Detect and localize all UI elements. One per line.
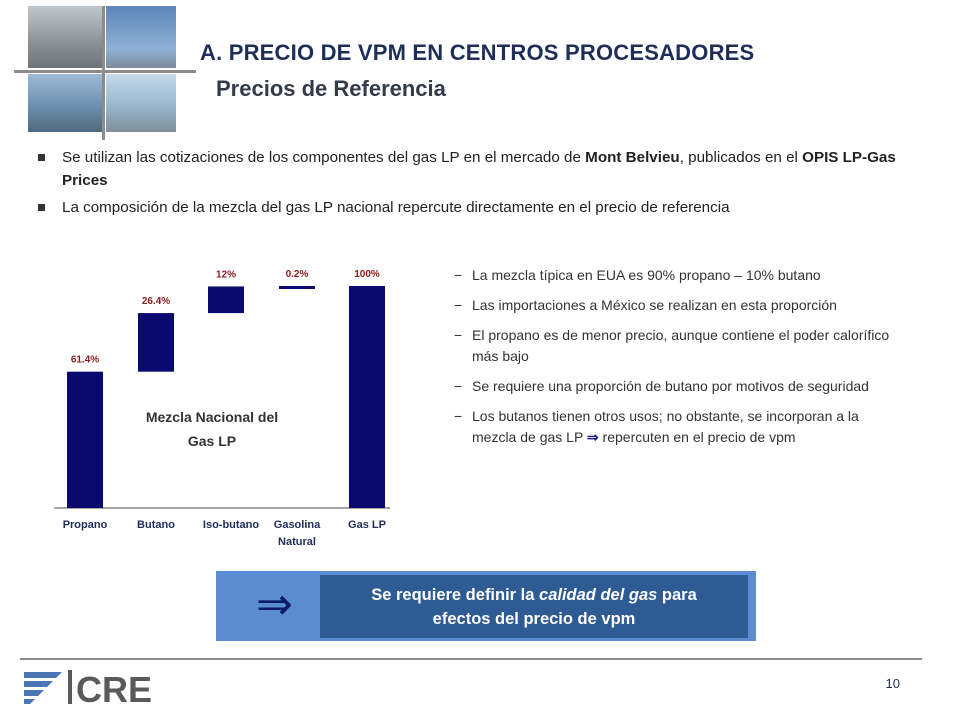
chart-value-label: 26.4% [142,296,170,307]
chart-value-label: 61.4% [71,355,99,366]
implies-arrow-icon: ⇒ [586,429,599,445]
chart-bar-iso-butano [208,286,244,314]
chart-bar-gasolina-natural [279,286,315,289]
bullet-square-icon [38,154,45,161]
bullet-item: La composición de la mezcla del gas LP n… [36,196,936,219]
chart-category-label: Natural [278,536,316,548]
divider-vertical [102,6,105,140]
cre-logo: CRE [24,669,152,708]
bullet-item: Se utilizan las cotizaciones de los comp… [36,146,936,192]
chart-category-label: Gas LP [348,519,386,531]
note-item: − Se requiere una proporción de butano po… [454,376,894,397]
callout-text: Se requiere definir la calidad del gas p… [320,575,748,638]
dash-icon: − [454,267,463,283]
dash-icon: − [454,378,463,394]
chart-annotation-line2: Gas LP [188,433,236,449]
note-item: − Los butanos tienen otros usos; no obsta… [454,408,859,445]
note-item: − Las importaciones a México se realizan … [454,295,894,316]
waterfall-chart: 61.4% 26.4% 12% 0.2% 100% Propano Butano Iso-b… [54,269,390,548]
chart-bar-gas-lp [349,286,385,508]
chart-category-label: Gasolina [274,519,321,531]
refinery-photo [28,6,102,68]
chart-category-label: Butano [137,519,175,531]
bullet-list: Se utilizan las cotizaciones de los comp… [36,146,936,223]
dash-icon: − [454,297,463,313]
chart-category-label: Iso-butano [203,519,259,531]
divider-horizontal [14,70,196,73]
svg-text:CRE: CRE [76,669,152,708]
chart-annotation-line1: Mezcla Nacional del [146,409,278,425]
notes-list: − La mezcla típica en EUA es 90% propano … [454,265,894,457]
page-title: A. PRECIO DE VPM EN CENTROS PROCESADORES [200,40,755,65]
note-item: − La mezcla típica en EUA es 90% propano … [454,265,894,286]
header-photo-collage [14,6,196,140]
power-lines-photo [106,74,176,132]
chart-value-label: 100% [354,269,380,280]
footer-divider [20,658,922,660]
bullet-square-icon [38,204,45,211]
page-subtitle: Precios de Referencia [216,76,446,101]
chart-value-label: 0.2% [286,269,309,280]
wind-turbines-photo [106,6,176,68]
dash-icon: − [454,408,463,424]
note-item: − El propano es de menor precio, aunque c… [454,327,890,364]
chart-bar-butano [138,313,174,372]
chart-bar-propano [67,371,103,508]
chart-value-label: 12% [216,269,236,280]
dash-icon: − [454,327,463,343]
chart-category-label: Propano [63,519,108,531]
implies-arrow-icon: ⇒ [256,580,293,629]
page-number: 10 [885,676,900,691]
lng-tanker-photo [28,74,102,132]
